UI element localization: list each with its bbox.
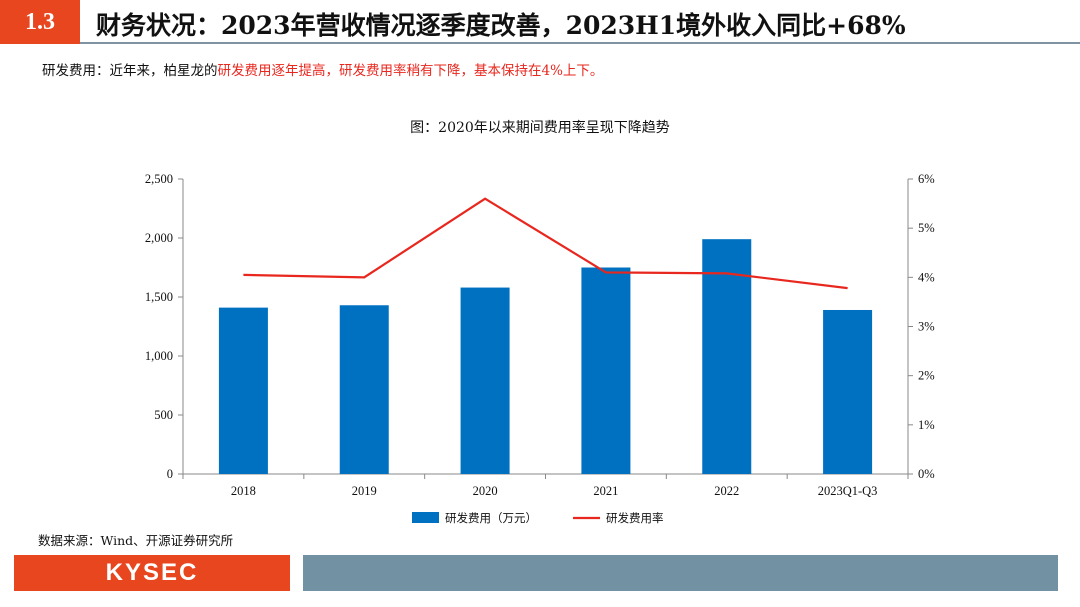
- x-tick-label: 2021: [593, 484, 618, 498]
- rd-expense-note: 研发费用：近年来，柏星龙的研发费用逐年提高，研发费用率稍有下降，基本保持在4%上…: [42, 59, 603, 79]
- y-right-tick-label: 3%: [918, 320, 935, 334]
- y-left-tick-label: 1,500: [145, 290, 173, 304]
- y-right-tick-label: 0%: [918, 467, 935, 481]
- legend-swatch-bar: [412, 512, 439, 523]
- bar-rd-expense: [823, 309, 873, 474]
- x-tick-label: 2019: [352, 484, 377, 498]
- line-rd-expense-ratio: [243, 197, 848, 290]
- kysec-logo: KYSEC: [14, 555, 290, 591]
- x-tick-label: 2020: [473, 484, 498, 498]
- legend-label-line: 研发费用率: [606, 511, 664, 525]
- footer-bar: [303, 555, 1058, 591]
- title-divider: [80, 42, 1080, 44]
- bar-rd-expense: [460, 287, 510, 474]
- x-tick-label: 2022: [714, 484, 739, 498]
- page-title: 财务状况：2023年营收情况逐季度改善，2023H1境外收入同比+68%: [96, 11, 906, 40]
- y-right-tick-label: 4%: [918, 270, 935, 284]
- y-left-tick-label: 500: [154, 408, 173, 422]
- x-tick-label: 2018: [231, 484, 256, 498]
- y-left-tick-label: 2,500: [145, 172, 173, 186]
- section-number-badge: 1.3: [0, 0, 80, 44]
- bar-rd-expense: [218, 307, 268, 474]
- y-left-tick-label: 2,000: [145, 231, 173, 245]
- y-left-tick-label: 0: [167, 467, 173, 481]
- rd-note-highlight: 研发费用逐年提高，研发费用率稍有下降，基本保持在4%上下。: [217, 63, 604, 79]
- bar-rd-expense: [339, 305, 389, 474]
- y-right-tick-label: 2%: [918, 369, 935, 383]
- chart-title: 图：2020年以来期间费用率呈现下降趋势: [410, 120, 670, 136]
- rd-note-lead: 研发费用：近年来，柏星龙的: [42, 63, 218, 79]
- y-right-tick-label: 5%: [918, 221, 935, 235]
- y-left-tick-label: 1,000: [145, 349, 173, 363]
- y-right-tick-label: 1%: [918, 418, 935, 432]
- x-tick-label: 2023Q1-Q3: [818, 484, 878, 498]
- data-source: 数据来源：Wind、开源证券研究所: [38, 533, 234, 548]
- legend-label-bar: 研发费用（万元）: [445, 511, 537, 525]
- bar-rd-expense: [702, 239, 752, 474]
- bar-rd-expense: [581, 267, 631, 474]
- y-right-tick-label: 6%: [918, 172, 935, 186]
